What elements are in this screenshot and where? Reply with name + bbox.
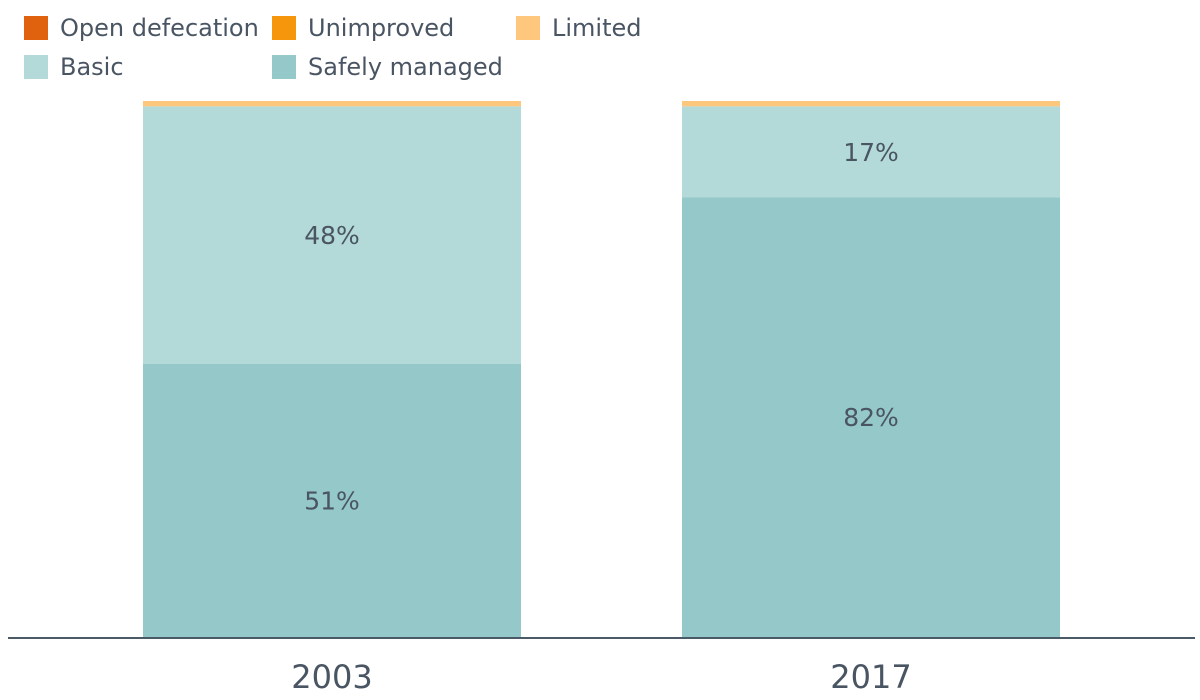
legend-item-unimproved: Unimproved [272, 12, 454, 44]
legend-swatch-basic [24, 55, 48, 79]
legend-swatch-safely-managed [272, 55, 296, 79]
legend-swatch-open-defecation [24, 16, 48, 40]
legend-label-limited: Limited [552, 14, 642, 42]
bar-segment-limited-2003 [143, 101, 521, 107]
x-tick-labels: 2003 2017 [291, 658, 911, 696]
bars-group: 51% 48% 82% 17% [143, 101, 1060, 638]
data-label-safely-managed-2017: 82% [843, 403, 899, 432]
data-label-basic-2003: 48% [304, 221, 360, 250]
bar-segment-basic-2003 [143, 106, 521, 364]
data-label-basic-2017: 17% [843, 138, 899, 167]
legend-swatch-unimproved [272, 16, 296, 40]
bar-segment-limited-2017 [682, 101, 1060, 107]
legend-label-safely-managed: Safely managed [308, 53, 503, 81]
legend-label-unimproved: Unimproved [308, 14, 455, 42]
x-tick-label-2017: 2017 [830, 658, 911, 696]
bar-segment-basic-2017 [682, 106, 1060, 198]
legend-item-safely-managed: Safely managed [272, 51, 503, 83]
bar-segment-safely-managed-2003 [143, 363, 521, 637]
legend-label-basic: Basic [60, 53, 124, 81]
data-label-safely-managed-2003: 51% [304, 486, 360, 515]
legend-item-open-defecation: Open defecation [24, 12, 259, 44]
legend-label-open-defecation: Open defecation [60, 14, 259, 42]
legend-item-limited: Limited [516, 12, 642, 44]
bar-segment-safely-managed-2017 [682, 197, 1060, 638]
legend-swatch-limited [516, 16, 540, 40]
x-tick-label-2003: 2003 [291, 658, 372, 696]
legend-item-basic: Basic [24, 51, 124, 83]
